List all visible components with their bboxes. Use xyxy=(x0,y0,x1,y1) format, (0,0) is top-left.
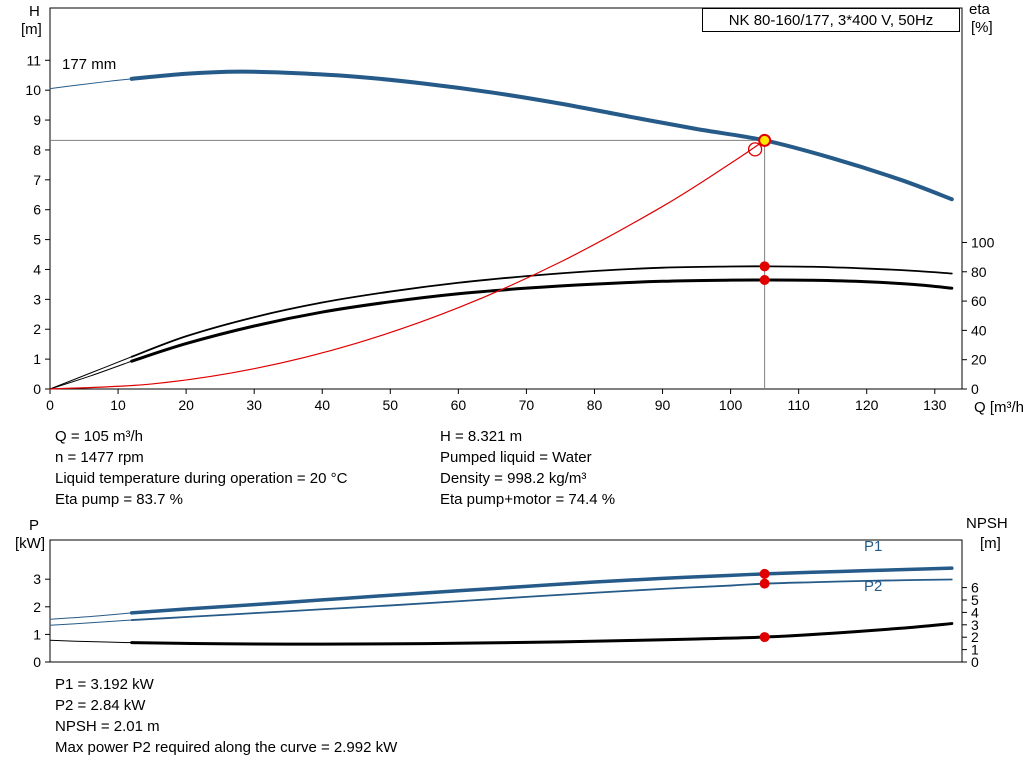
info-density: Density = 998.2 kg/m³ xyxy=(440,470,587,487)
pump-designation-text: NK 80-160/177, 3*400 V, 50Hz xyxy=(728,11,934,29)
svg-text:60: 60 xyxy=(451,397,467,413)
p-axis-unit: [kW] xyxy=(15,535,45,552)
svg-text:11: 11 xyxy=(26,52,41,68)
svg-text:10: 10 xyxy=(25,82,41,98)
svg-text:0: 0 xyxy=(971,654,979,670)
svg-text:4: 4 xyxy=(33,261,41,277)
svg-text:130: 130 xyxy=(923,397,947,413)
svg-text:5: 5 xyxy=(971,592,979,608)
svg-text:100: 100 xyxy=(971,234,995,250)
svg-text:20: 20 xyxy=(971,352,987,368)
svg-text:80: 80 xyxy=(971,264,987,280)
svg-text:3: 3 xyxy=(33,291,41,307)
p-axis-label: P xyxy=(29,517,40,534)
pump-designation-box: NK 80-160/177, 3*400 V, 50Hz xyxy=(702,8,960,32)
svg-text:80: 80 xyxy=(587,397,603,413)
info-temperature: Liquid temperature during operation = 20… xyxy=(55,470,348,487)
info-eta-pump-motor: Eta pump+motor = 74.4 % xyxy=(440,491,616,508)
svg-text:7: 7 xyxy=(33,172,41,188)
info-npsh: NPSH = 2.01 m xyxy=(55,718,160,735)
svg-text:5: 5 xyxy=(33,232,41,248)
svg-text:0: 0 xyxy=(971,381,979,397)
info-head: H = 8.321 m xyxy=(440,428,523,445)
p2-curve-label: P2 xyxy=(864,578,883,595)
svg-text:50: 50 xyxy=(383,397,399,413)
impeller-diameter-label: 177 mm xyxy=(62,56,117,73)
svg-text:10: 10 xyxy=(110,397,126,413)
svg-text:0: 0 xyxy=(33,381,41,397)
svg-text:0: 0 xyxy=(33,654,41,670)
info-flow: Q = 105 m³/h xyxy=(55,428,143,445)
svg-text:1: 1 xyxy=(971,642,979,658)
svg-text:1: 1 xyxy=(33,351,41,367)
svg-text:8: 8 xyxy=(33,142,41,158)
svg-text:30: 30 xyxy=(246,397,262,413)
svg-text:120: 120 xyxy=(855,397,879,413)
svg-text:70: 70 xyxy=(519,397,535,413)
eta-axis-unit: [%] xyxy=(971,19,993,36)
info-eta-pump: Eta pump = 83.7 % xyxy=(55,491,183,508)
svg-text:2: 2 xyxy=(971,629,979,645)
svg-text:6: 6 xyxy=(33,202,41,218)
svg-text:2: 2 xyxy=(33,321,41,337)
svg-text:6: 6 xyxy=(971,580,979,596)
npsh-axis-label: NPSH xyxy=(966,515,1008,532)
svg-text:3: 3 xyxy=(33,571,41,587)
svg-text:60: 60 xyxy=(971,293,987,309)
info-pumped-liquid: Pumped liquid = Water xyxy=(440,449,592,466)
info-p1: P1 = 3.192 kW xyxy=(55,676,154,693)
svg-text:0: 0 xyxy=(46,397,54,413)
h-axis-label: H xyxy=(29,3,40,20)
q-axis-unit: Q [m³/h] xyxy=(974,399,1024,416)
h-axis-unit: [m] xyxy=(21,21,42,38)
info-speed: n = 1477 rpm xyxy=(55,449,144,466)
info-p2: P2 = 2.84 kW xyxy=(55,697,146,714)
svg-text:40: 40 xyxy=(971,322,987,338)
svg-text:110: 110 xyxy=(787,397,810,413)
svg-text:2: 2 xyxy=(33,599,41,615)
svg-text:1: 1 xyxy=(33,626,41,642)
p1-curve-label: P1 xyxy=(864,538,883,555)
svg-text:3: 3 xyxy=(971,617,979,633)
svg-text:100: 100 xyxy=(719,397,743,413)
eta-axis-label: eta xyxy=(969,1,990,18)
svg-text:4: 4 xyxy=(971,604,979,620)
svg-text:20: 20 xyxy=(178,397,194,413)
svg-text:40: 40 xyxy=(314,397,330,413)
npsh-axis-unit: [m] xyxy=(980,535,1001,552)
svg-text:9: 9 xyxy=(33,112,41,128)
info-p2-max: Max power P2 required along the curve = … xyxy=(55,739,398,756)
svg-text:90: 90 xyxy=(655,397,671,413)
